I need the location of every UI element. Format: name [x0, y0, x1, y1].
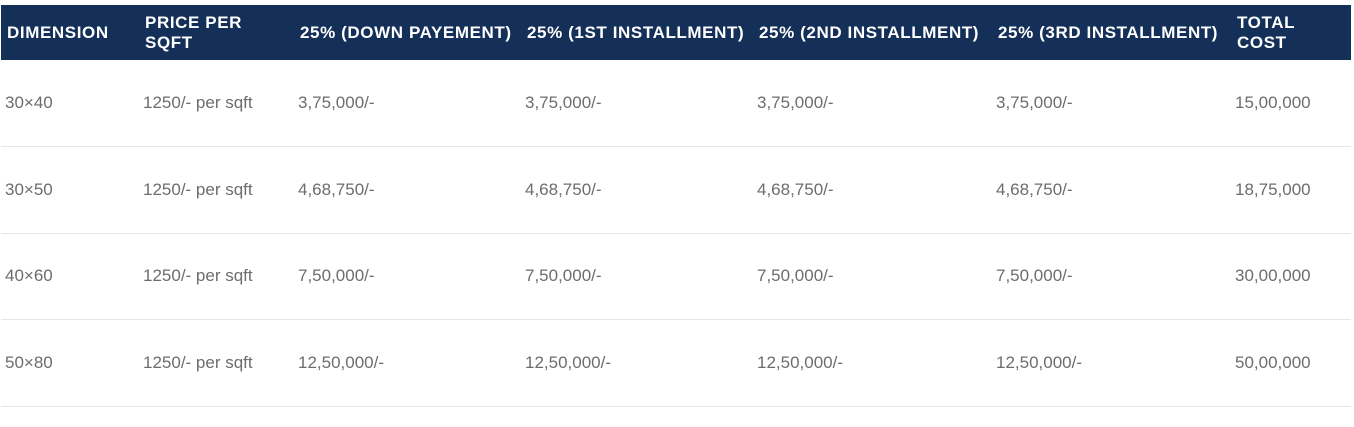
cell-price-per-sqft: 1250/- per sqft — [143, 352, 253, 372]
table-body: 30×40 1250/- per sqft 3,75,000/- 3,75,00… — [1, 60, 1351, 406]
table-row: 30×40 1250/- per sqft 3,75,000/- 3,75,00… — [1, 60, 1351, 147]
cell-third-installment: 4,68,750/- — [996, 179, 1073, 199]
header-second-installment: 25% (2ND INSTALLMENT) — [759, 22, 980, 42]
pricing-table-container: DIMENSION PRICE PER SQFT 25% (DOWN PAYEM… — [1, 5, 1351, 407]
cell-total-cost: 15,00,000 — [1235, 93, 1311, 112]
cell-price-per-sqft: 1250/- per sqft — [143, 93, 253, 112]
header-third-installment: 25% (3RD INSTALLMENT) — [998, 22, 1219, 42]
header-down-payment: 25% (DOWN PAYEMENT) — [300, 22, 512, 42]
cell-total-cost: 50,00,000 — [1235, 352, 1311, 372]
cell-first-installment: 3,75,000/- — [525, 93, 602, 112]
cell-dimension: 30×40 — [5, 93, 53, 112]
cell-second-installment: 12,50,000/- — [757, 352, 844, 372]
cell-dimension: 40×60 — [5, 266, 53, 286]
cell-total-cost: 30,00,000 — [1235, 266, 1311, 286]
cell-third-installment: 3,75,000/- — [996, 93, 1073, 112]
table-row: 30×50 1250/- per sqft 4,68,750/- 4,68,75… — [1, 147, 1351, 233]
cell-price-per-sqft: 1250/- per sqft — [143, 179, 253, 199]
cell-down-payment: 4,68,750/- — [298, 179, 375, 199]
table-row: 50×80 1250/- per sqft 12,50,000/- 12,50,… — [1, 320, 1351, 406]
cell-first-installment: 7,50,000/- — [525, 266, 602, 286]
header-price-per-sqft: PRICE PER SQFT — [145, 12, 243, 52]
table-header: DIMENSION PRICE PER SQFT 25% (DOWN PAYEM… — [1, 5, 1351, 60]
cell-first-installment: 4,68,750/- — [525, 179, 602, 199]
header-row: DIMENSION PRICE PER SQFT 25% (DOWN PAYEM… — [1, 5, 1351, 60]
cell-price-per-sqft: 1250/- per sqft — [143, 266, 253, 286]
cell-dimension: 30×50 — [5, 179, 53, 199]
cell-down-payment: 3,75,000/- — [298, 93, 375, 112]
header-first-installment: 25% (1ST INSTALLMENT) — [527, 22, 745, 42]
cell-down-payment: 7,50,000/- — [298, 266, 375, 286]
cell-second-installment: 4,68,750/- — [757, 179, 834, 199]
cell-third-installment: 12,50,000/- — [996, 352, 1083, 372]
cell-second-installment: 7,50,000/- — [757, 266, 834, 286]
cell-dimension: 50×80 — [5, 352, 53, 372]
cell-second-installment: 3,75,000/- — [757, 93, 834, 112]
cell-down-payment: 12,50,000/- — [298, 352, 385, 372]
pricing-table: DIMENSION PRICE PER SQFT 25% (DOWN PAYEM… — [1, 5, 1351, 407]
header-dimension: DIMENSION — [7, 22, 109, 42]
cell-third-installment: 7,50,000/- — [996, 266, 1073, 286]
header-total-cost: TOTAL COST — [1237, 12, 1295, 52]
cell-first-installment: 12,50,000/- — [525, 352, 612, 372]
cell-total-cost: 18,75,000 — [1235, 179, 1311, 199]
table-row: 40×60 1250/- per sqft 7,50,000/- 7,50,00… — [1, 233, 1351, 320]
